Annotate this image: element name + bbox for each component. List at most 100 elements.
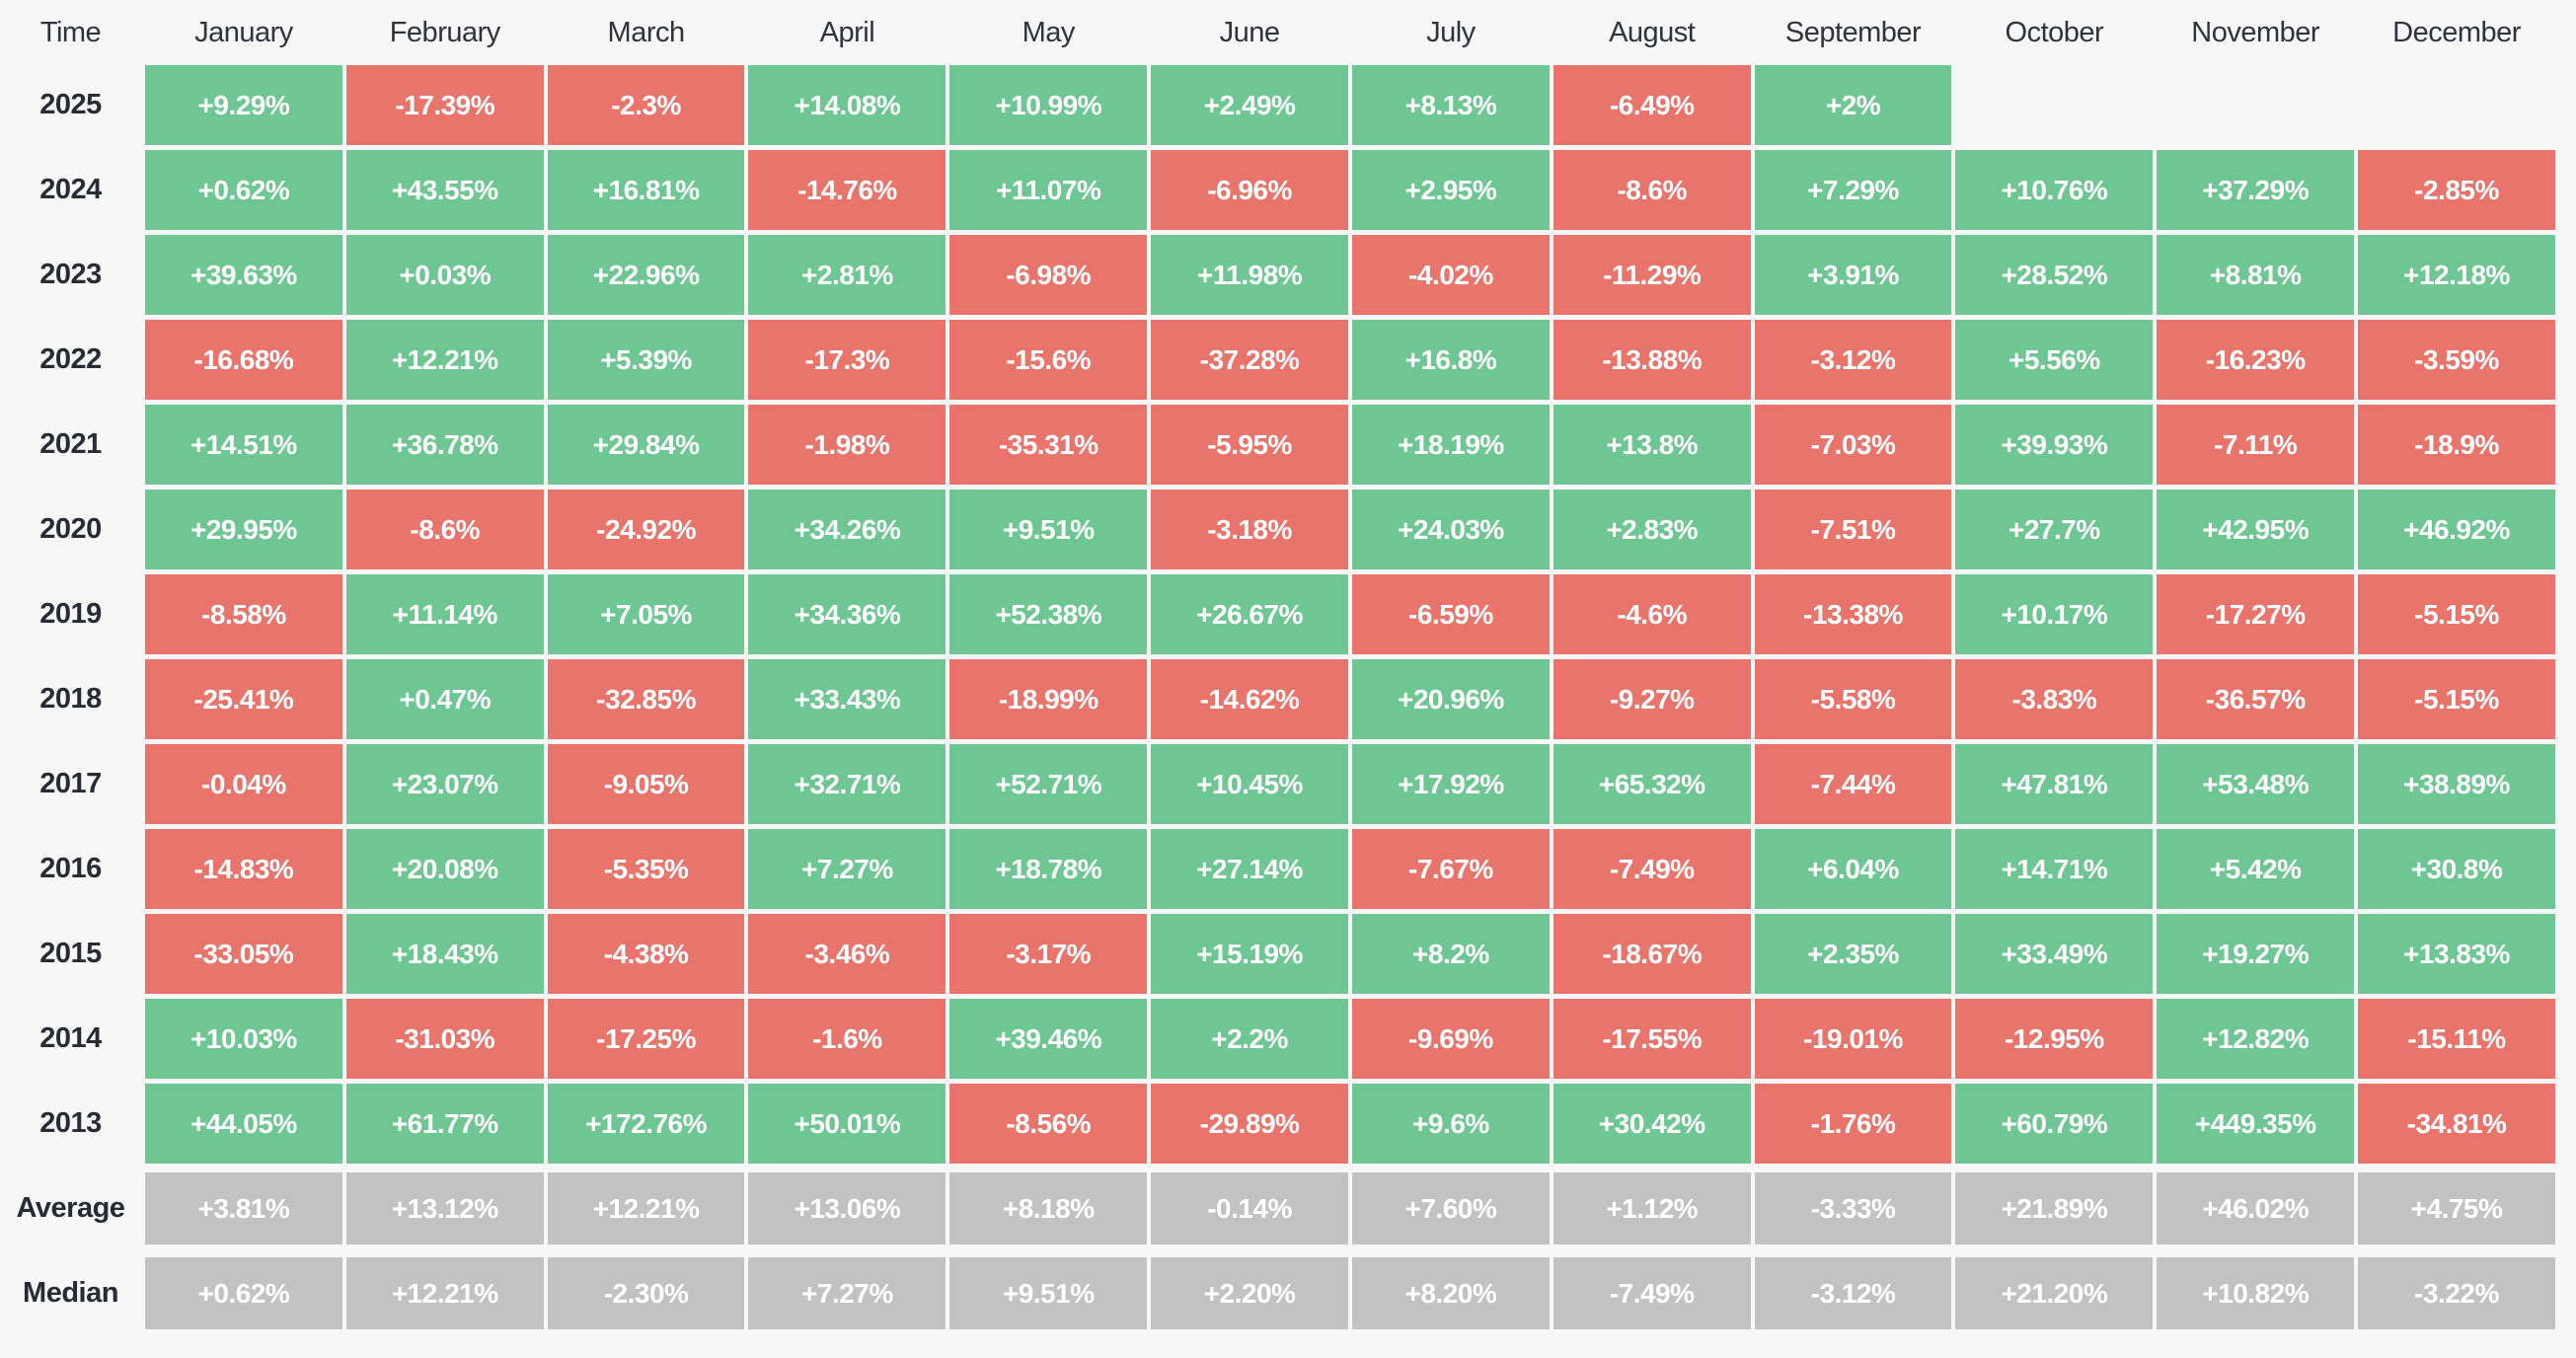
return-cell: -18.67% — [1553, 914, 1751, 994]
return-cell: -8.6% — [345, 490, 544, 569]
return-cell: -5.15% — [2358, 659, 2555, 739]
column-header-april: April — [819, 17, 875, 48]
return-cell: +7.05% — [547, 574, 745, 654]
return-cell: +15.19% — [1151, 914, 1348, 994]
return-cell: -13.38% — [1754, 574, 1952, 654]
return-cell: +12.82% — [2157, 999, 2355, 1079]
return-cell: -2.85% — [2358, 150, 2555, 230]
return-cell: +0.62% — [145, 1257, 342, 1329]
return-cell: -14.76% — [748, 150, 947, 230]
return-cell: +2.2% — [1151, 999, 1348, 1079]
return-cell: +11.07% — [949, 150, 1148, 230]
table-header-row: Time January February March April May June July… — [0, 6, 2555, 60]
return-cell: +60.79% — [1955, 1084, 2154, 1164]
return-cell: -3.12% — [1754, 1257, 1952, 1329]
return-cell: -29.89% — [1151, 1084, 1348, 1164]
return-cell: +27.7% — [1955, 490, 2154, 569]
return-cell: -36.57% — [2157, 659, 2355, 739]
row-label-2021: 2021 — [39, 428, 102, 460]
return-cell: +1.12% — [1553, 1172, 1751, 1245]
time-header: Time — [39, 17, 102, 48]
column-header-february: February — [389, 17, 501, 48]
column-header-december: December — [2392, 17, 2521, 48]
return-cell: +0.03% — [345, 235, 544, 315]
return-cell: -9.69% — [1351, 999, 1550, 1079]
return-cell: +39.93% — [1955, 405, 2154, 485]
return-cell: +11.14% — [345, 574, 544, 654]
return-cell: -3.33% — [1754, 1172, 1952, 1245]
return-cell: -5.35% — [547, 829, 745, 909]
table-row-2013: 2013 +44.05% +61.77% +172.76% +50.01% -8.56% -… — [0, 1084, 2555, 1164]
return-cell: -35.31% — [949, 405, 1148, 485]
return-cell: +8.20% — [1351, 1257, 1550, 1329]
return-cell: -3.18% — [1151, 490, 1348, 569]
table-row-2016: 2016 -14.83% +20.08% -5.35% +7.27% +18.78% +27… — [0, 829, 2555, 909]
return-cell: +2.49% — [1151, 65, 1348, 145]
return-cell: -17.55% — [1553, 999, 1751, 1079]
return-cell: -19.01% — [1754, 999, 1952, 1079]
return-cell: +29.95% — [145, 490, 342, 569]
return-cell: +10.99% — [949, 65, 1148, 145]
return-cell: -17.39% — [345, 65, 544, 145]
return-cell: +2% — [1754, 65, 1952, 145]
return-cell: +50.01% — [748, 1084, 947, 1164]
return-cell: +52.71% — [949, 744, 1148, 824]
return-cell: -2.30% — [547, 1257, 745, 1329]
column-header-november: November — [2191, 17, 2320, 48]
return-cell: -3.46% — [748, 914, 947, 994]
return-cell: -8.58% — [145, 574, 342, 654]
table-row-2014: 2014 +10.03% -31.03% -17.25% -1.6% +39.46% +2.… — [0, 999, 2555, 1079]
return-cell: +0.62% — [145, 150, 342, 230]
return-cell: +30.8% — [2358, 829, 2555, 909]
return-cell: -13.88% — [1553, 320, 1751, 400]
return-cell: -5.95% — [1151, 405, 1348, 485]
return-cell: -14.62% — [1151, 659, 1348, 739]
empty-cell — [2157, 65, 2354, 145]
return-cell: +43.55% — [345, 150, 544, 230]
return-cell: -3.12% — [1754, 320, 1952, 400]
row-label-median: Median — [23, 1277, 118, 1309]
row-label-average: Average — [16, 1192, 125, 1224]
return-cell: -9.27% — [1553, 659, 1751, 739]
return-cell: +12.18% — [2358, 235, 2555, 315]
return-cell: -3.22% — [2358, 1257, 2555, 1329]
return-cell: +449.35% — [2157, 1084, 2355, 1164]
return-cell: +46.02% — [2157, 1172, 2355, 1245]
return-cell: +11.98% — [1151, 235, 1348, 315]
return-cell: -14.83% — [145, 829, 342, 909]
column-header-june: June — [1219, 17, 1280, 48]
row-label-2025: 2025 — [39, 89, 102, 120]
return-cell: +39.46% — [949, 999, 1148, 1079]
return-cell: -12.95% — [1955, 999, 2154, 1079]
return-cell: +3.81% — [145, 1172, 342, 1245]
return-cell: +2.35% — [1754, 914, 1952, 994]
return-cell: +4.75% — [2358, 1172, 2555, 1245]
return-cell: +5.56% — [1955, 320, 2154, 400]
return-cell: -1.6% — [748, 999, 947, 1079]
return-cell: +18.43% — [345, 914, 544, 994]
table-row-2020: 2020 +29.95% -8.6% -24.92% +34.26% +9.51% -3.1… — [0, 490, 2555, 569]
return-cell: +13.12% — [345, 1172, 544, 1245]
return-cell: -7.51% — [1754, 490, 1952, 569]
row-label-2019: 2019 — [39, 598, 102, 630]
table-row-2019: 2019 -8.58% +11.14% +7.05% +34.36% +52.38% +26… — [0, 574, 2555, 654]
return-cell: +13.8% — [1553, 405, 1751, 485]
return-cell: +34.26% — [748, 490, 947, 569]
return-cell: -6.59% — [1351, 574, 1550, 654]
return-cell: -0.14% — [1151, 1172, 1348, 1245]
return-cell: -8.56% — [949, 1084, 1148, 1164]
row-label-2015: 2015 — [39, 938, 102, 969]
return-cell: +7.60% — [1351, 1172, 1550, 1245]
return-cell: +65.32% — [1553, 744, 1751, 824]
return-cell: -3.59% — [2358, 320, 2555, 400]
return-cell: -17.25% — [547, 999, 745, 1079]
column-header-may: May — [1022, 17, 1076, 48]
return-cell: +14.51% — [145, 405, 342, 485]
return-cell: -16.68% — [145, 320, 342, 400]
return-cell: +23.07% — [345, 744, 544, 824]
column-header-october: October — [2005, 17, 2104, 48]
return-cell: +10.03% — [145, 999, 342, 1079]
return-cell: +39.63% — [145, 235, 342, 315]
return-cell: -5.58% — [1754, 659, 1952, 739]
